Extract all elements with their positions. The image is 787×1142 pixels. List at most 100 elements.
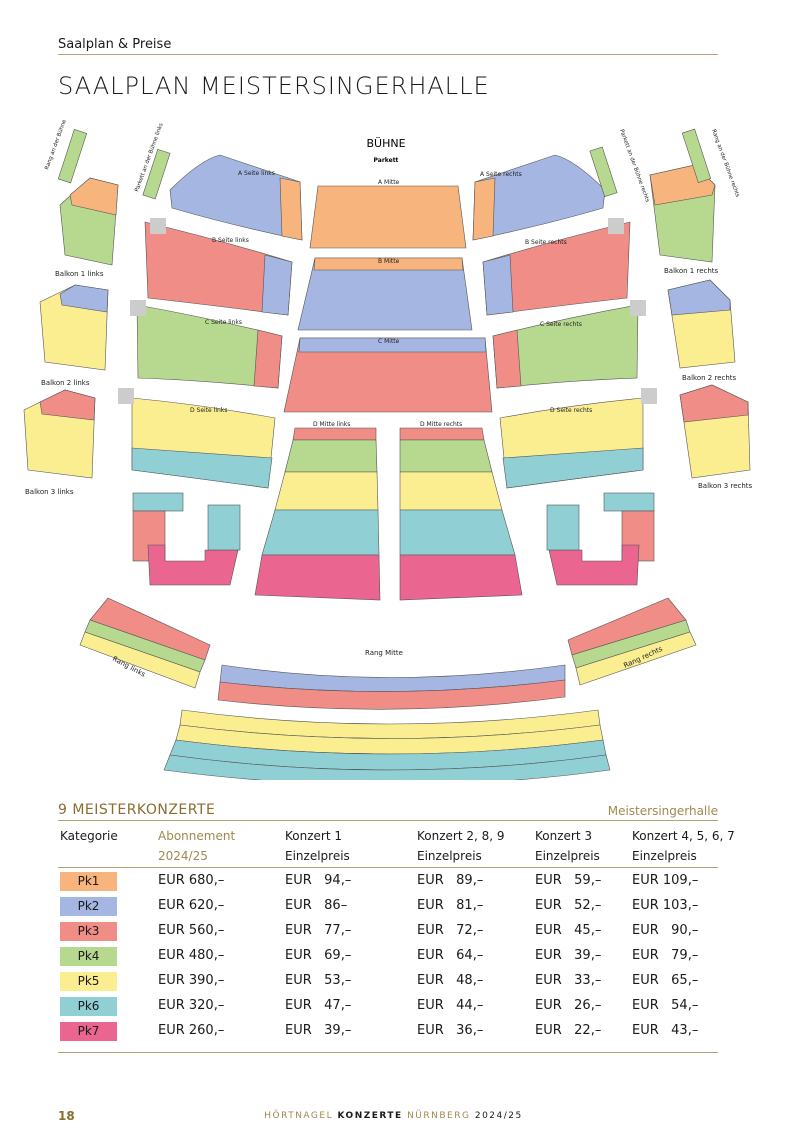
label-balkon-2-links: Balkon 2 links <box>41 379 90 387</box>
label-d-mitte-rechts: D Mitte rechts <box>420 421 462 428</box>
header-subline: 2024/25 <box>158 849 208 863</box>
rang-mitte-row2 <box>217 679 566 710</box>
category-badge: Pk2 <box>60 897 117 916</box>
section-label: Saalplan & Preise <box>58 37 172 52</box>
price-cell-k3: EUR 33,– <box>535 973 602 988</box>
section-a-seite-links-pk1 <box>279 177 303 241</box>
label-c-mitte: C Mitte <box>378 338 400 345</box>
category-badge: Pk3 <box>60 922 117 941</box>
wheelchair-icon <box>608 218 624 234</box>
rang-links-pk5 <box>79 631 201 689</box>
price-cell-k4: EUR 43,– <box>632 1023 699 1038</box>
price-cell-k2: EUR 89,– <box>417 873 484 888</box>
header-subline: Einzelpreis <box>417 849 482 863</box>
category-badge: Pk1 <box>60 872 117 891</box>
price-cell-abo: EUR 390,– <box>158 973 225 988</box>
section-lower-right-pk7 <box>548 544 640 586</box>
label-parkett-buehne-rechts: Parkett an der Bühne rechts <box>618 129 650 204</box>
section-lower-left-pk7 <box>147 544 239 586</box>
column-header-konzert-2-8-9: Konzert 2, 8, 9 Einzelpreis <box>417 826 505 866</box>
balkon-2-rechts-pk2 <box>667 279 731 316</box>
balkon-3-links-pk3 <box>39 389 96 421</box>
section-d-seite-rechts-pk6 <box>502 447 644 489</box>
label-a-links: A Seite links <box>238 170 275 177</box>
balkon-2-links-pk2 <box>59 284 109 313</box>
parkett-label: Parkett <box>374 157 399 164</box>
price-cell-k1: EUR 94,– <box>285 873 352 888</box>
price-cell-k3: EUR 26,– <box>535 998 602 1013</box>
price-cell-abo: EUR 480,– <box>158 948 225 963</box>
section-d-mitte-rechts-pk5 <box>399 471 503 511</box>
label-d-links: D Seite links <box>190 407 227 414</box>
price-cell-k1: EUR 77,– <box>285 923 352 938</box>
brand-year: 2024/25 <box>474 1111 523 1121</box>
section-d-mitte-links-pk4 <box>284 439 378 473</box>
section-d-mitte-links-pk5 <box>274 471 379 511</box>
header-line: Konzert 3 <box>535 829 592 843</box>
section-d-mitte-links-pk6 <box>261 509 380 556</box>
price-cell-k4: EUR 79,– <box>632 948 699 963</box>
stage-label: BÜHNE <box>366 137 405 150</box>
wheelchair-icon <box>118 388 134 404</box>
price-cell-k2: EUR 44,– <box>417 998 484 1013</box>
label-balkon-2-rechts: Balkon 2 rechts <box>682 374 737 382</box>
divider <box>58 867 718 868</box>
label-balkon-3-rechts: Balkon 3 rechts <box>698 482 753 490</box>
page-title: SAALPLAN MEISTERSINGERHALLE <box>58 72 490 100</box>
section-a-mitte <box>309 185 467 249</box>
header-line: Konzert 1 <box>285 829 342 843</box>
column-header-konzert-1: Konzert 1 Einzelpreis <box>285 826 350 866</box>
label-balkon-3-links: Balkon 3 links <box>25 488 74 496</box>
category-badge: Pk7 <box>60 1022 117 1041</box>
section-c-seite-rechts-pk3 <box>492 329 522 389</box>
wheelchair-icon <box>630 300 646 316</box>
venue-label: Meistersingerhalle <box>607 804 718 818</box>
label-b-rechts: B Seite rechts <box>525 239 567 246</box>
section-lower-right-pk6b <box>546 504 580 551</box>
brand-part: HÖRTNAGEL <box>264 1111 338 1121</box>
section-a-seite-rechts-pk1 <box>472 177 496 241</box>
price-cell-k3: EUR 39,– <box>535 948 602 963</box>
header-subline: Einzelpreis <box>535 849 600 863</box>
price-cell-k4: EUR 103,– <box>632 898 699 913</box>
header-line: Konzert 2, 8, 9 <box>417 829 505 843</box>
section-b-seite-rechts-pk2 <box>482 254 514 316</box>
header-subline: Einzelpreis <box>632 849 697 863</box>
section-d-mitte-rechts-pk4 <box>399 439 493 473</box>
column-header-konzert-3: Konzert 3 Einzelpreis <box>535 826 600 866</box>
price-cell-k4: EUR 65,– <box>632 973 699 988</box>
column-header-konzert-4-5-6-7: Konzert 4, 5, 6, 7 Einzelpreis <box>632 826 735 866</box>
rang-an-der-buehne-links <box>57 129 88 184</box>
header-line: Abonnement <box>158 829 236 843</box>
parkett-an-der-buehne-rechts <box>589 146 618 198</box>
category-badge: Pk5 <box>60 972 117 991</box>
section-lower-right-pk6 <box>603 492 655 512</box>
category-badge: Pk6 <box>60 997 117 1016</box>
price-cell-k4: EUR 90,– <box>632 923 699 938</box>
concert-series-heading: 9 MEISTERKONZERTE <box>58 802 216 818</box>
column-header-kategorie: Kategorie <box>60 826 118 846</box>
wheelchair-icon <box>641 388 657 404</box>
wheelchair-icon <box>150 218 166 234</box>
section-d-mitte-rechts-pk7 <box>399 554 523 601</box>
rang-an-der-buehne-rechts <box>681 128 712 183</box>
price-cell-k3: EUR 52,– <box>535 898 602 913</box>
label-balkon-1-links: Balkon 1 links <box>55 270 104 278</box>
section-lower-left-pk6b <box>207 504 241 551</box>
price-cell-k2: EUR 36,– <box>417 1023 484 1038</box>
price-cell-k4: EUR 54,– <box>632 998 699 1013</box>
label-c-rechts: C Seite rechts <box>540 321 582 328</box>
balkon-3-rechts-pk3 <box>679 384 749 423</box>
rang-row6 <box>163 754 611 780</box>
price-cell-k2: EUR 64,– <box>417 948 484 963</box>
header-subline: Einzelpreis <box>285 849 350 863</box>
brand-part: KONZERTE <box>337 1111 403 1121</box>
price-cell-k2: EUR 81,– <box>417 898 484 913</box>
price-cell-k4: EUR 109,– <box>632 873 699 888</box>
price-cell-abo: EUR 320,– <box>158 998 225 1013</box>
brand-part: NÜRNBERG <box>402 1111 475 1121</box>
parkett-an-der-buehne-links <box>142 148 171 200</box>
price-cell-k1: EUR 69,– <box>285 948 352 963</box>
divider <box>58 820 718 821</box>
